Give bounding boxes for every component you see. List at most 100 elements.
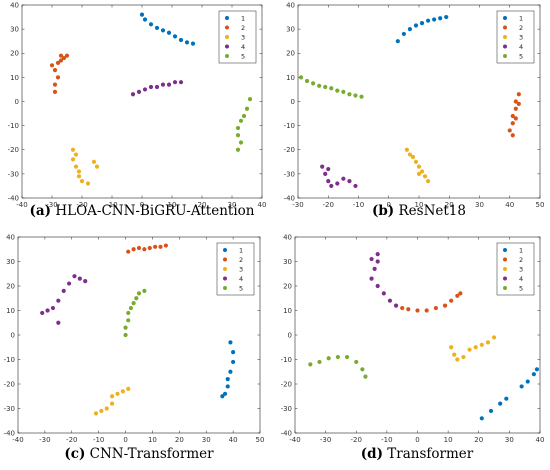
point-cluster-1 bbox=[419, 20, 425, 26]
legend-label-2: 2 bbox=[519, 256, 523, 264]
point-cluster-1 bbox=[504, 396, 509, 401]
point-cluster-3 bbox=[404, 147, 409, 152]
point-cluster-1 bbox=[225, 377, 230, 382]
point-cluster-2 bbox=[52, 68, 58, 73]
point-cluster-1 bbox=[531, 372, 536, 377]
point-cluster-3 bbox=[99, 408, 104, 414]
x-tick-label: 10 bbox=[444, 436, 453, 444]
point-cluster-1 bbox=[228, 340, 233, 345]
point-cluster-4 bbox=[45, 308, 50, 313]
y-tick-label: -20 bbox=[284, 146, 295, 154]
point-cluster-3 bbox=[407, 152, 413, 157]
legend-marker-5 bbox=[223, 286, 227, 290]
x-tick-label: 40 bbox=[536, 436, 545, 444]
point-cluster-1 bbox=[231, 350, 236, 355]
point-cluster-1 bbox=[172, 34, 178, 39]
point-cluster-3 bbox=[73, 164, 79, 169]
point-cluster-4 bbox=[50, 305, 56, 311]
point-cluster-1 bbox=[166, 30, 172, 35]
point-cluster-3 bbox=[410, 154, 416, 160]
y-tick-label: 30 bbox=[10, 26, 19, 34]
point-cluster-5 bbox=[329, 86, 334, 91]
x-tick-label: -10 bbox=[381, 436, 392, 444]
point-cluster-3 bbox=[449, 345, 454, 350]
y-tick-label: 30 bbox=[6, 258, 15, 266]
point-cluster-5 bbox=[126, 318, 131, 323]
point-cluster-5 bbox=[335, 88, 340, 93]
legend-marker-4 bbox=[503, 276, 507, 281]
point-cluster-4 bbox=[341, 176, 346, 181]
point-cluster-2 bbox=[55, 60, 61, 65]
point-cluster-2 bbox=[455, 293, 460, 298]
x-tick-label: 40 bbox=[258, 201, 267, 209]
y-tick-label: -10 bbox=[8, 122, 19, 130]
caption-text: CNN-Transformer bbox=[90, 446, 215, 462]
point-cluster-2 bbox=[400, 305, 405, 311]
point-cluster-2 bbox=[142, 247, 147, 252]
legend-label-4: 4 bbox=[239, 275, 243, 283]
point-cluster-3 bbox=[491, 335, 497, 340]
point-cluster-2 bbox=[449, 298, 454, 303]
x-tick-label: 20 bbox=[474, 436, 483, 444]
point-cluster-1 bbox=[148, 22, 154, 27]
point-cluster-1 bbox=[413, 23, 419, 28]
y-tick-label: 0 bbox=[291, 98, 295, 106]
legend-marker-1 bbox=[503, 16, 507, 20]
y-tick-label: -40 bbox=[281, 429, 292, 437]
legend-label-2: 2 bbox=[239, 256, 243, 264]
point-cluster-1 bbox=[395, 39, 400, 44]
point-cluster-1 bbox=[425, 18, 431, 23]
point-cluster-1 bbox=[444, 14, 449, 20]
point-cluster-4 bbox=[381, 291, 386, 296]
point-cluster-1 bbox=[225, 384, 230, 389]
x-tick-label: -30 bbox=[292, 201, 303, 209]
point-cluster-2 bbox=[52, 82, 58, 87]
point-cluster-4 bbox=[66, 281, 72, 286]
point-cluster-1 bbox=[401, 31, 406, 37]
legend-box bbox=[496, 242, 535, 296]
legend-marker-2 bbox=[503, 25, 507, 30]
point-cluster-3 bbox=[479, 342, 484, 347]
point-cluster-1 bbox=[438, 16, 443, 21]
point-cluster-4 bbox=[335, 181, 340, 186]
point-cluster-4 bbox=[320, 164, 325, 169]
point-cluster-3 bbox=[419, 169, 425, 174]
point-cluster-5 bbox=[235, 147, 241, 152]
x-tick-label: 20 bbox=[445, 201, 454, 209]
y-tick-label: 10 bbox=[286, 74, 295, 82]
point-cluster-1 bbox=[534, 367, 540, 372]
point-cluster-5 bbox=[311, 81, 316, 86]
point-cluster-3 bbox=[416, 171, 422, 176]
point-cluster-2 bbox=[510, 121, 515, 126]
point-cluster-5 bbox=[317, 83, 322, 88]
point-cluster-4 bbox=[154, 84, 160, 90]
y-tick-label: 40 bbox=[6, 233, 15, 241]
point-cluster-4 bbox=[61, 288, 66, 293]
x-tick-label: 30 bbox=[228, 201, 237, 209]
point-cluster-5 bbox=[298, 75, 304, 80]
legend-label-4: 4 bbox=[241, 43, 245, 51]
x-tick-label: 20 bbox=[198, 201, 207, 209]
legend-box bbox=[496, 10, 535, 64]
point-cluster-2 bbox=[58, 53, 64, 58]
legend-label-2: 2 bbox=[519, 24, 523, 32]
x-tick-label: 40 bbox=[229, 436, 238, 444]
legend-marker-3 bbox=[503, 35, 507, 39]
point-cluster-4 bbox=[166, 82, 172, 87]
point-cluster-3 bbox=[461, 354, 466, 360]
point-cluster-4 bbox=[40, 310, 45, 316]
point-cluster-4 bbox=[130, 92, 136, 97]
point-cluster-4 bbox=[83, 279, 88, 284]
x-tick-label: -40 bbox=[16, 201, 27, 209]
point-cluster-2 bbox=[513, 106, 518, 111]
point-cluster-4 bbox=[323, 171, 328, 176]
y-tick-label: 40 bbox=[286, 1, 295, 9]
x-tick-label: 10 bbox=[168, 201, 177, 209]
point-cluster-4 bbox=[387, 298, 393, 303]
point-cluster-4 bbox=[160, 82, 166, 87]
x-tick-label: -20 bbox=[66, 436, 77, 444]
caption-letter: (b) bbox=[372, 203, 394, 219]
point-cluster-4 bbox=[136, 89, 142, 94]
point-cluster-5 bbox=[335, 354, 340, 360]
